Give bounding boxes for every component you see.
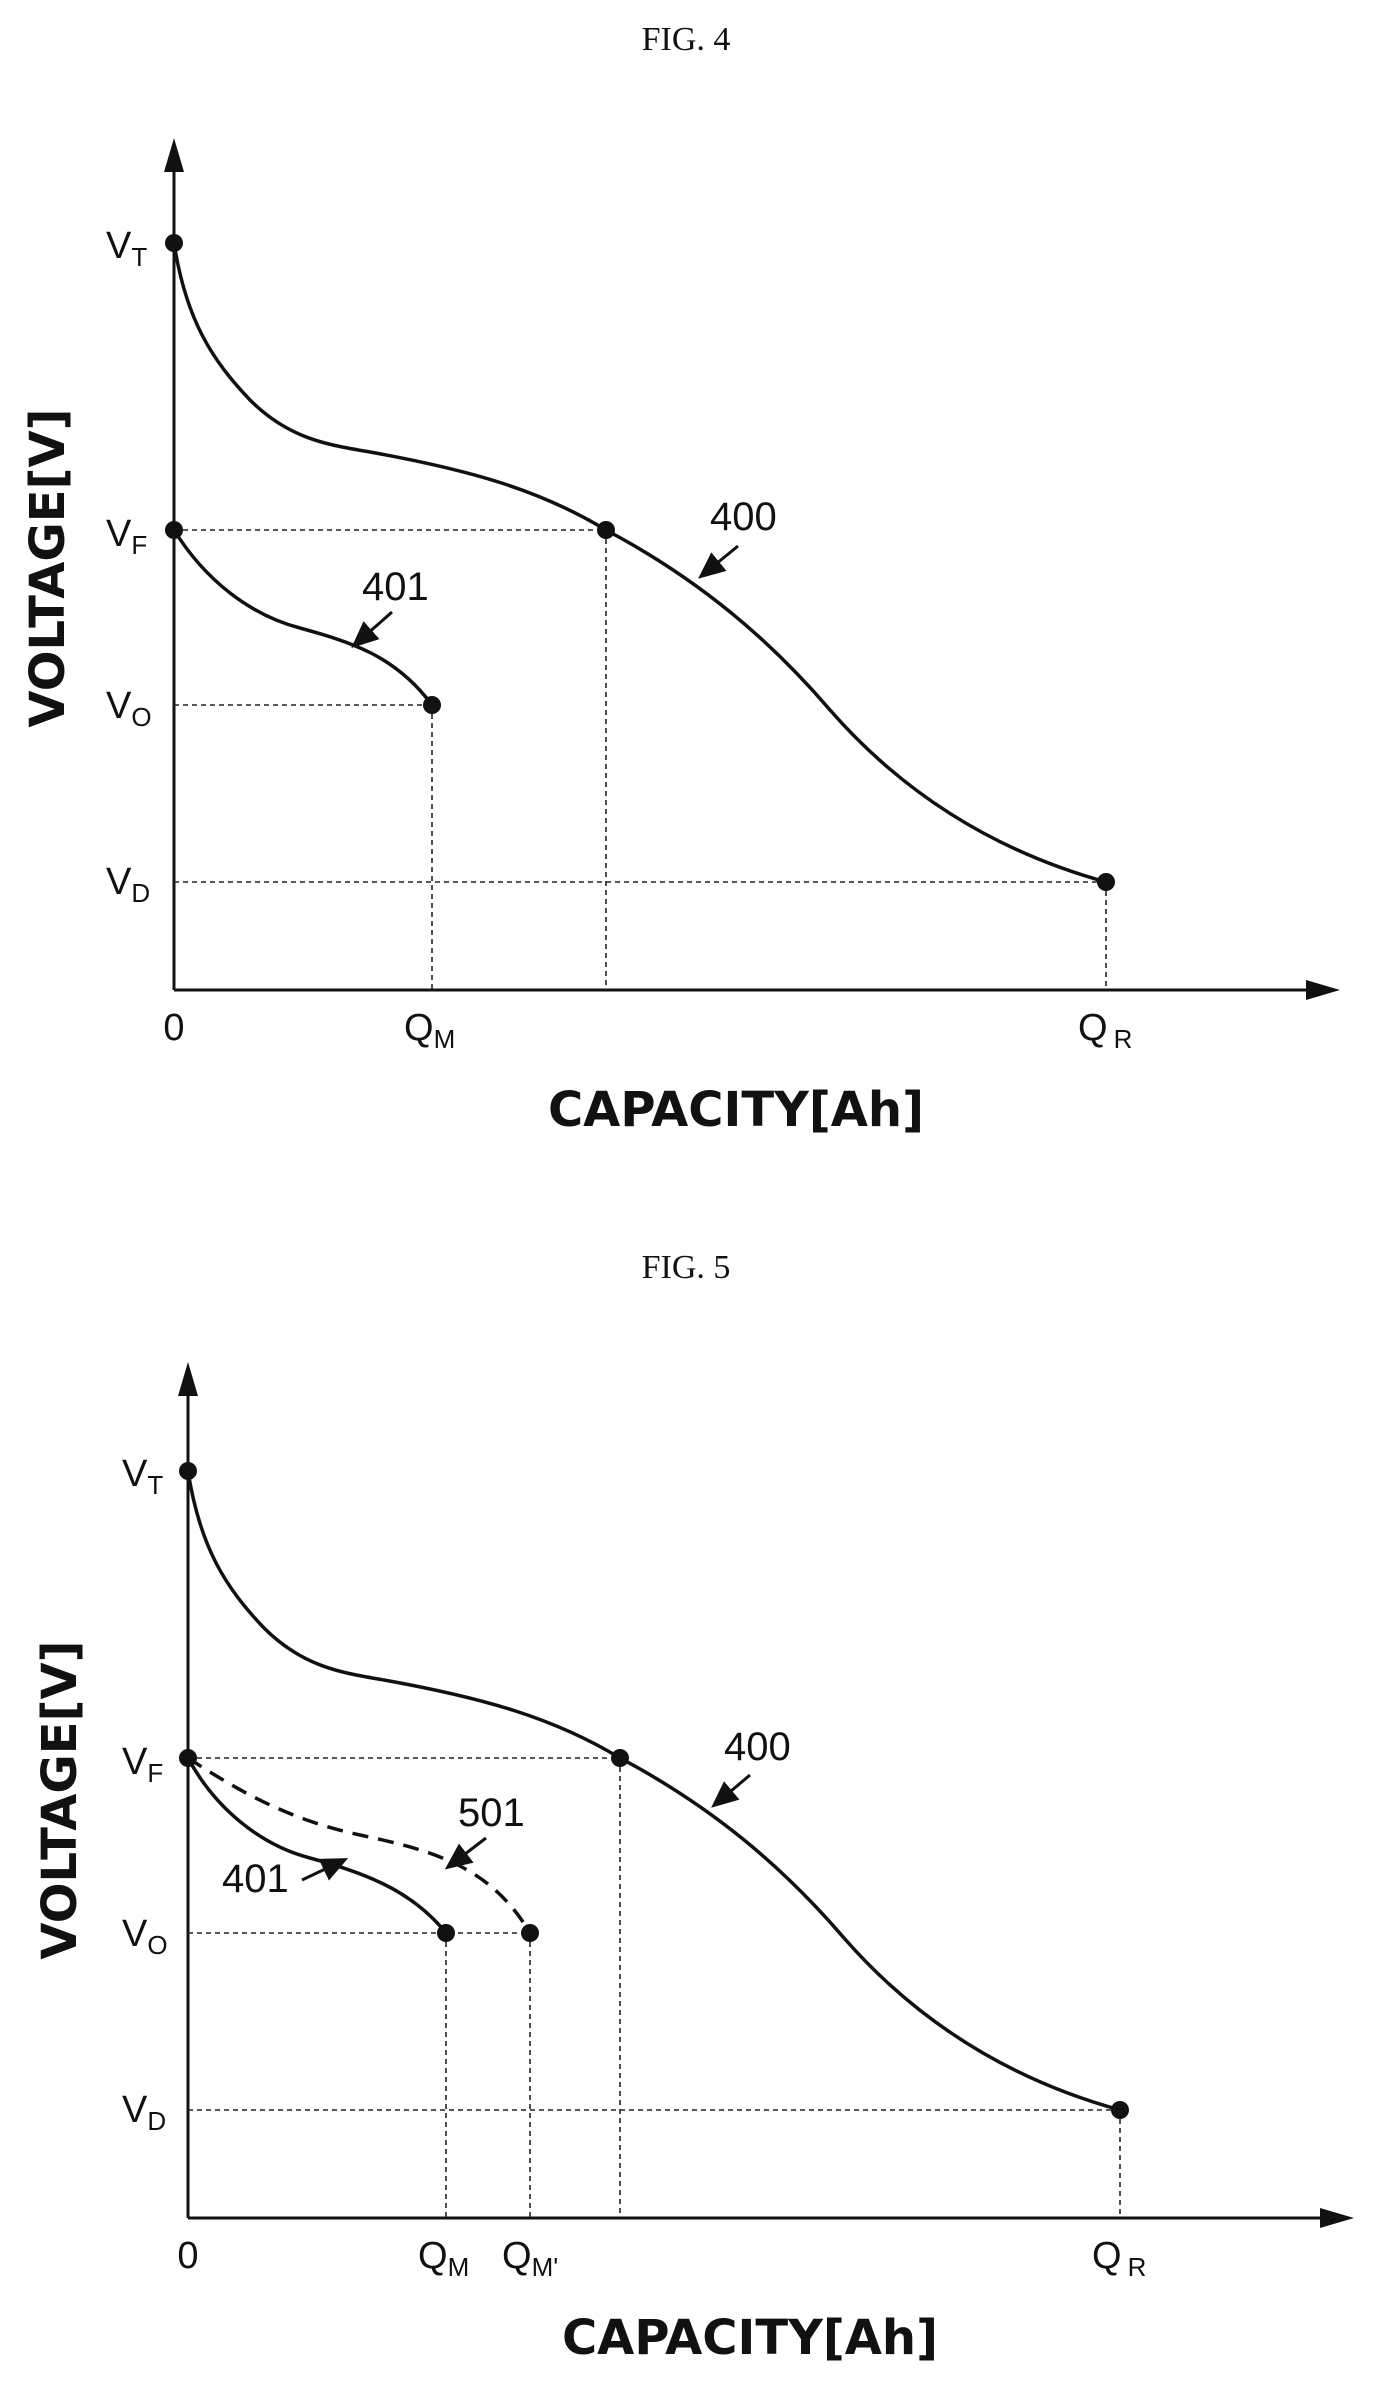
fig5-curve-400	[186, 1470, 1121, 2112]
fig5-ref-401: 401	[222, 1857, 289, 1901]
fig5-label-vd: VD	[122, 2089, 166, 2136]
fig4-title: FIG. 4	[642, 21, 731, 58]
fig4-point-vf	[165, 521, 183, 539]
fig4-ref-401: 401	[362, 565, 429, 609]
fig5-y-axis-arrowhead	[178, 1362, 198, 1396]
fig5-point-qm-vo	[437, 1924, 455, 1942]
fig5-point-curve400-vf	[611, 1749, 629, 1767]
fig5-leader-400	[711, 1773, 751, 1808]
fig5-x-axis-arrowhead	[1320, 2208, 1354, 2228]
fig5-label-vt: VT	[122, 1453, 163, 1500]
fig4-x-axis-arrowhead	[1306, 980, 1340, 1000]
fig4-y-axis-title: VOLTAGE[V]	[20, 408, 76, 727]
fig5-y-axis-title: VOLTAGE[V]	[32, 1640, 88, 1959]
fig5-x-axis-title: CAPACITY[Ah]	[562, 2310, 938, 2366]
fig5-ref-501: 501	[458, 1791, 525, 1835]
fig4-label-origin: 0	[163, 1007, 184, 1049]
fig4-guides	[174, 529, 1107, 990]
fig4-leader-400	[698, 544, 739, 579]
fig5-label-qm: QM	[418, 2235, 469, 2282]
fig5-leader-501	[444, 1836, 487, 1870]
fig5-title: FIG. 5	[642, 1249, 731, 1286]
fig5-point-qr-vd	[1111, 2101, 1129, 2119]
fig4-y-axis-arrowhead	[164, 138, 184, 172]
figure-4: FIG. 4 400 401 VT VF VO	[20, 21, 1340, 1138]
fig4-point-qm-vo	[423, 696, 441, 714]
fig4-curve-401	[172, 529, 434, 707]
fig4-ref-400: 400	[710, 495, 777, 539]
fig5-guides	[188, 1757, 1121, 2218]
fig4-point-qr-vd	[1097, 873, 1115, 891]
fig5-curve-501	[187, 1756, 532, 1934]
figure-5: FIG. 5 400 501 401	[32, 1249, 1354, 2366]
fig4-label-vd: VD	[106, 861, 150, 908]
fig5-label-origin: 0	[177, 2235, 198, 2277]
fig4-x-axis-title: CAPACITY[Ah]	[548, 1082, 924, 1138]
fig5-point-qm-prime-vo	[521, 1924, 539, 1942]
fig4-point-vt	[165, 234, 183, 252]
fig4-label-vf: VF	[106, 513, 147, 560]
fig5-point-vt	[179, 1462, 197, 1480]
fig4-curve-400	[172, 242, 1107, 884]
fig4-label-qm: QM	[404, 1007, 455, 1054]
fig4-point-curve400-vf	[597, 521, 615, 539]
fig5-label-vf: VF	[122, 1741, 163, 1788]
fig5-label-vo: VO	[122, 1913, 168, 1960]
fig4-leader-401	[351, 610, 393, 648]
fig5-point-vf	[179, 1749, 197, 1767]
fig4-label-vt: VT	[106, 225, 147, 272]
fig5-label-qm-prime: QM'	[502, 2235, 558, 2282]
fig5-leader-401	[301, 1858, 349, 1882]
fig5-ref-400: 400	[724, 1725, 791, 1769]
fig4-label-vo: VO	[106, 685, 152, 732]
fig5-curve-401	[186, 1757, 448, 1935]
